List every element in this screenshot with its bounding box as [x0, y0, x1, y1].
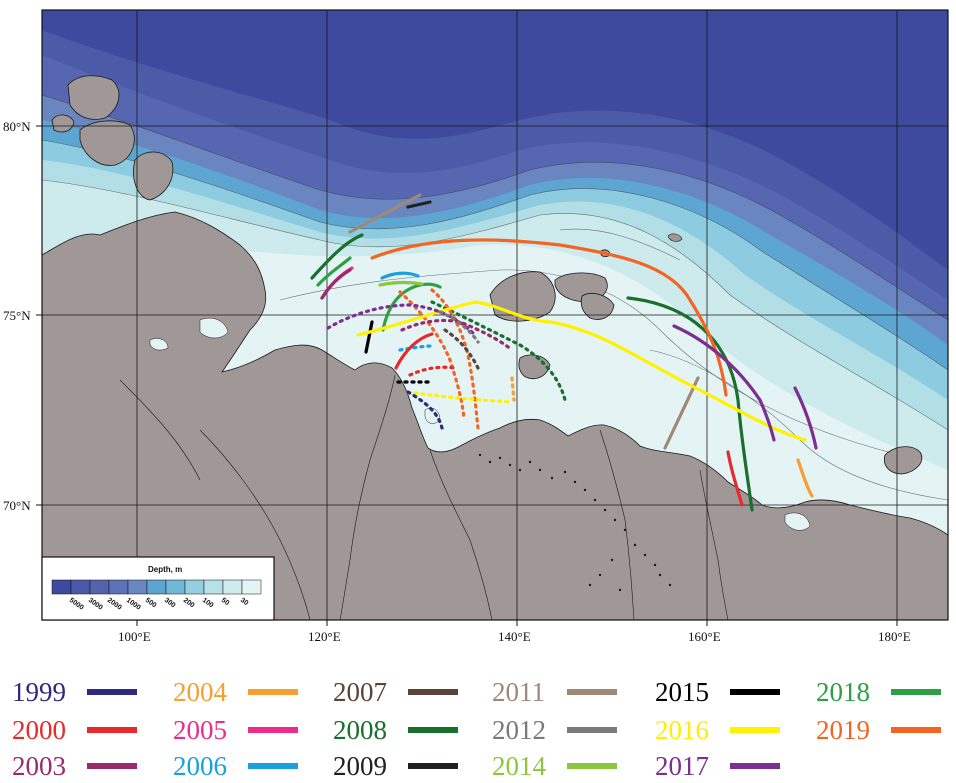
- track-2004-a: [796, 458, 814, 498]
- legend-year-2003: 2003: [12, 751, 66, 781]
- depth-swatch: [89, 579, 110, 595]
- lat-label-70n: 70°N: [3, 498, 31, 513]
- depth-swatch: [146, 579, 167, 595]
- wrangel-island: [883, 446, 923, 475]
- depth-swatch: [51, 579, 72, 595]
- track-2017-a: [672, 324, 776, 442]
- depth-swatch: [127, 579, 148, 595]
- legend-year-2012: 2012: [492, 715, 546, 745]
- depth-legend: Depth, m 5000 3000 2000 1000 500 300 200 100 50 3…: [41, 556, 275, 621]
- track-1999-a: [406, 390, 444, 430]
- legend-year-2000: 2000: [12, 715, 66, 745]
- lat-label-75n: 75°N: [3, 308, 31, 323]
- depth-swatch: [241, 579, 262, 595]
- legend-year-2005: 2005: [173, 715, 227, 745]
- legend-year-2008: 2008: [333, 715, 387, 745]
- legend-year-2016: 2016: [655, 715, 709, 745]
- lon-label-140e: 140°E: [498, 629, 531, 644]
- legend-year-2018: 2018: [816, 677, 870, 707]
- severnaya-zemlya: [51, 75, 174, 201]
- frame-ticks: [36, 125, 898, 626]
- map-body: [42, 10, 948, 620]
- year-tracks: [310, 193, 818, 512]
- depth-legend-title: Depth, m: [148, 565, 182, 574]
- depth-swatch: [203, 579, 224, 595]
- depth-tick-label: 50: [220, 597, 230, 607]
- legend-year-2015: 2015: [655, 677, 709, 707]
- lat-label-80n: 80°N: [3, 119, 31, 134]
- depth-color-bar: [51, 579, 262, 595]
- track-2015-a: [364, 320, 374, 354]
- track-2011-a: [348, 193, 422, 234]
- lon-label-160e: 160°E: [688, 629, 721, 644]
- depth-swatch: [108, 579, 129, 595]
- track-2009-a: [406, 200, 432, 209]
- legend-year-2006: 2006: [173, 751, 227, 781]
- track-2017-b: [793, 386, 818, 450]
- track-2012-a: [438, 310, 480, 344]
- track-2000-a: [726, 450, 744, 507]
- track-2008-b: [626, 296, 754, 512]
- track-2000-c: [408, 365, 457, 377]
- lena-delta-lakes: [478, 453, 672, 592]
- legend-year-1999: 1999: [12, 677, 66, 707]
- year-legend: 1999 2000 2003 2004 2005 2006 2007 2008 2009 2011…: [12, 677, 941, 781]
- track-2006-a: [380, 271, 420, 280]
- track-2003-a: [320, 268, 352, 300]
- depth-swatch: [70, 579, 91, 595]
- track-2011-b: [663, 376, 700, 450]
- legend-year-2014: 2014: [492, 751, 547, 781]
- lon-label-100e: 100°E: [118, 629, 151, 644]
- legend-year-2007: 2007: [333, 677, 387, 707]
- rivers: [119, 374, 729, 620]
- depth-tick-label: 30: [239, 597, 249, 607]
- legend-year-2009: 2009: [333, 751, 387, 781]
- track-2019-b: [430, 288, 480, 430]
- legend-year-2019: 2019: [816, 715, 870, 745]
- track-2019-a: [370, 238, 728, 397]
- track-2014-a: [378, 281, 424, 287]
- coastal-bays: [149, 317, 811, 531]
- track-2019-c: [398, 290, 466, 420]
- isobath-contours: [42, 94, 948, 501]
- depth-swatch: [222, 579, 243, 595]
- track-2008-a: [310, 233, 364, 280]
- legend-year-2004: 2004: [173, 677, 228, 707]
- depth-swatch: [165, 579, 186, 595]
- depth-swatch: [184, 579, 205, 595]
- track-2000-b: [394, 332, 434, 370]
- lon-label-180e: 180°E: [878, 629, 911, 644]
- legend-year-2011: 2011: [492, 677, 545, 707]
- legend-year-2017: 2017: [655, 751, 709, 781]
- track-2018-a: [316, 256, 352, 287]
- track-2016-b: [406, 390, 514, 404]
- lon-label-120e: 120°E: [308, 629, 341, 644]
- track-2008-c: [430, 300, 567, 402]
- track-2006-b: [398, 344, 434, 352]
- bennett-island: [667, 233, 683, 242]
